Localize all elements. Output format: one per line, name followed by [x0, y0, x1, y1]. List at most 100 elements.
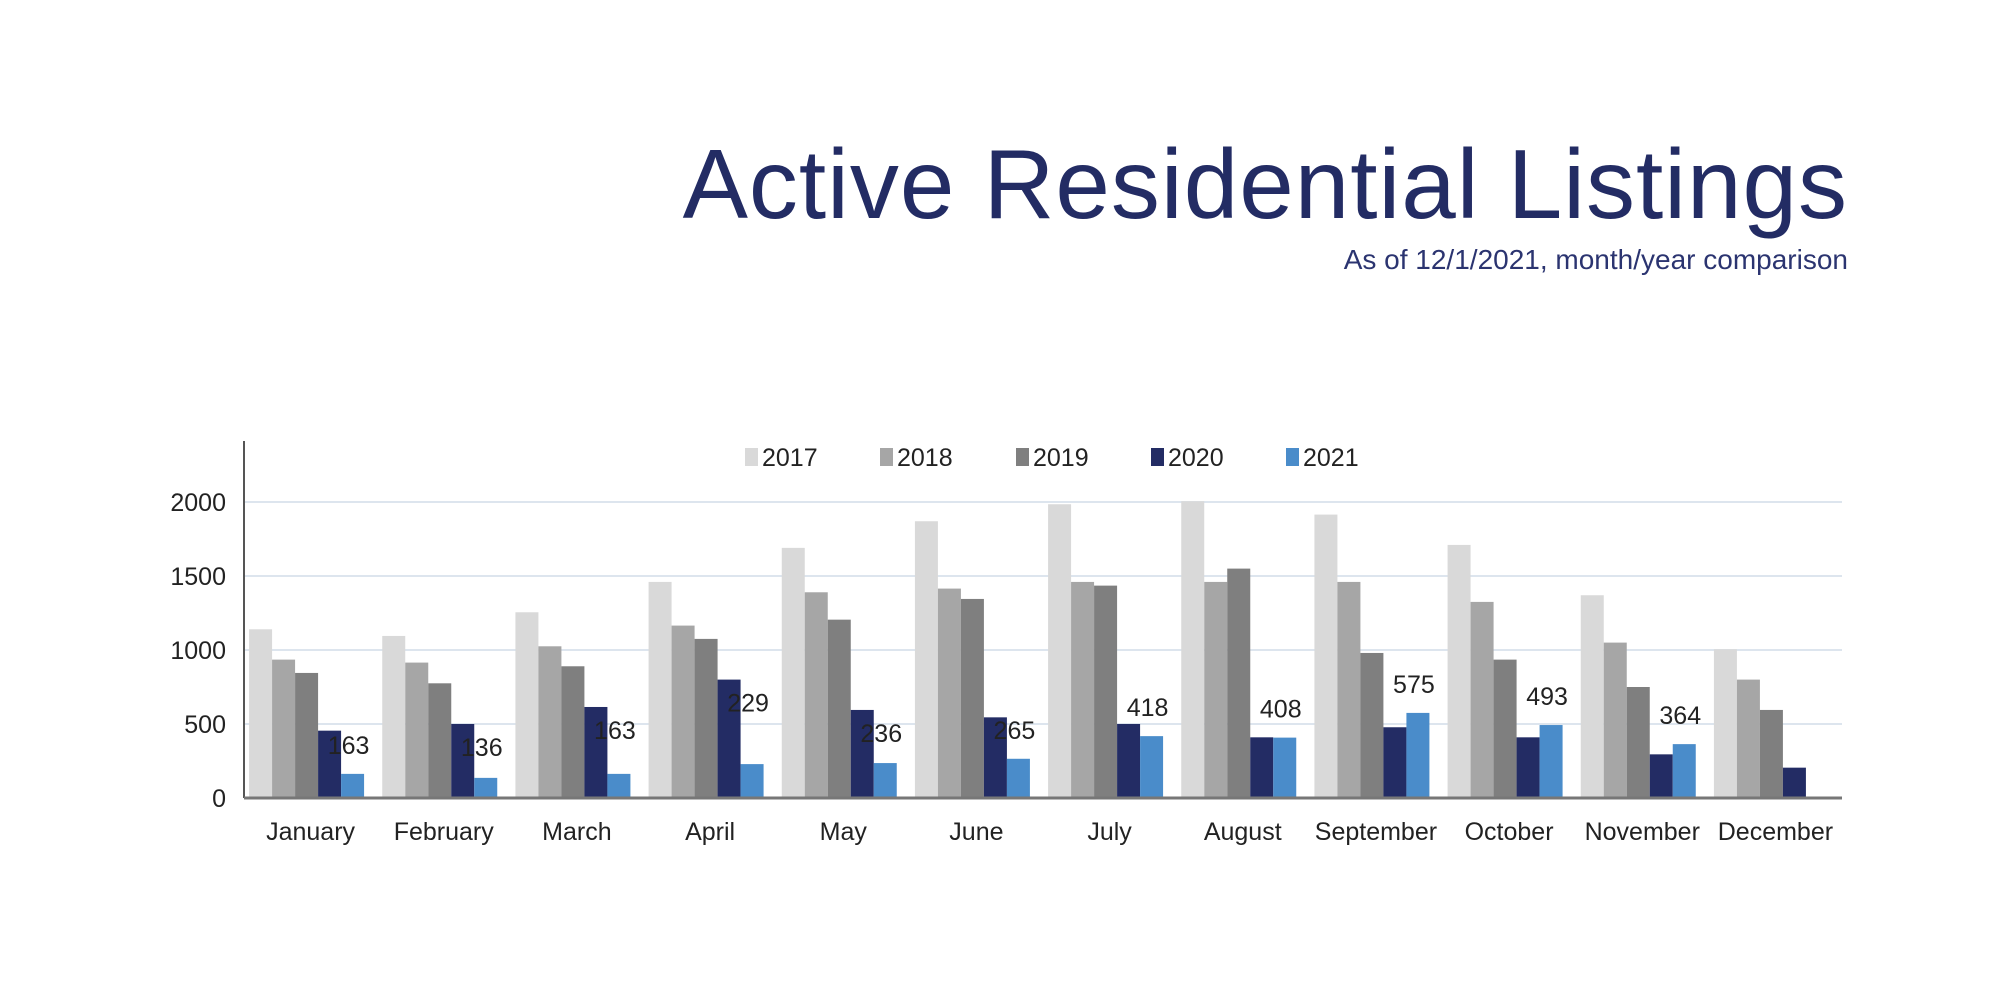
bar-2017 [914, 521, 938, 798]
bar-2018 [1603, 642, 1627, 798]
bar-2021 [1273, 737, 1297, 798]
bar-2017 [648, 581, 672, 798]
data-label: 408 [1260, 696, 1302, 724]
bar-2020 [1117, 724, 1141, 798]
bar-2017 [1048, 504, 1072, 798]
x-tick-label: March [542, 818, 611, 846]
bar-2020 [1516, 737, 1540, 798]
x-tick-label: June [949, 818, 1003, 846]
bar-2021 [1406, 712, 1430, 798]
bar-2018 [1736, 679, 1760, 798]
x-tick-label: December [1718, 818, 1833, 846]
bar-2018 [1071, 581, 1095, 798]
data-label: 163 [328, 732, 370, 760]
bar-2019 [1360, 652, 1384, 798]
bar-2019 [1493, 659, 1517, 798]
bar-2019 [561, 666, 585, 798]
bar-2017 [249, 629, 273, 798]
bar-2021 [1539, 725, 1563, 798]
data-label: 229 [727, 690, 769, 718]
bar-2021 [1140, 736, 1164, 798]
bar-2017 [1713, 649, 1737, 798]
bar-2018 [1337, 581, 1361, 798]
bar-2020 [318, 730, 342, 798]
bar-2018 [405, 662, 429, 798]
bar-2018 [1470, 601, 1494, 798]
chart-title: Active Residential Listings [682, 129, 1848, 239]
data-label: 163 [594, 717, 636, 745]
bar-2020 [1250, 737, 1274, 798]
y-tick-label: 2000 [170, 489, 226, 517]
bar-2019 [1626, 687, 1650, 798]
legend-swatch-2020 [1151, 448, 1164, 466]
bar-2018 [272, 659, 296, 798]
x-tick-label: February [394, 818, 495, 846]
data-label: 265 [994, 717, 1036, 745]
bar-2019 [295, 672, 319, 798]
bar-2018 [804, 592, 828, 798]
bar-2020 [983, 717, 1007, 798]
bar-2018 [538, 646, 562, 798]
x-tick-label: January [266, 818, 355, 846]
x-tick-label: April [685, 818, 735, 846]
bar-2019 [1094, 585, 1118, 798]
legend-label: 2017 [762, 444, 818, 472]
y-tick-label: 0 [212, 785, 226, 813]
bar-2019 [694, 638, 718, 798]
bar-2017 [515, 612, 539, 798]
legend-label: 2018 [897, 444, 953, 472]
bar-2018 [671, 625, 695, 798]
bar-2017 [1314, 514, 1338, 798]
legend-swatch-2018 [880, 448, 893, 466]
bar-2020 [451, 724, 475, 798]
legend-label: 2019 [1033, 444, 1089, 472]
bar-2019 [428, 683, 452, 798]
x-tick-label: October [1465, 818, 1554, 846]
x-tick-label: July [1087, 818, 1132, 846]
bar-2020 [717, 679, 741, 798]
bar-2020 [850, 709, 874, 798]
data-label: 364 [1659, 702, 1701, 730]
legend-swatch-2019 [1016, 448, 1029, 466]
bar-2018 [937, 588, 961, 798]
bar-2017 [382, 635, 406, 798]
bar-2017 [1447, 544, 1471, 798]
chart-subtitle: As of 12/1/2021, month/year comparison [1343, 244, 1848, 275]
bar-2021 [607, 773, 631, 798]
x-tick-label: May [820, 818, 868, 846]
bar-2021 [474, 777, 498, 798]
data-label: 418 [1127, 694, 1169, 722]
x-tick-label: November [1585, 818, 1700, 846]
bar-2021 [341, 773, 365, 798]
bar-2017 [781, 547, 805, 798]
legend-label: 2021 [1303, 444, 1359, 472]
data-label: 575 [1393, 671, 1435, 699]
bar-2017 [1580, 595, 1604, 798]
bar-2019 [1227, 568, 1251, 798]
legend-label: 2020 [1168, 444, 1224, 472]
data-label: 493 [1526, 683, 1568, 711]
data-label: 136 [461, 734, 503, 762]
bar-2019 [1759, 709, 1783, 798]
bar-2017 [1181, 501, 1205, 798]
bar-2020 [1649, 754, 1673, 798]
bar-2019 [960, 598, 984, 798]
x-tick-label: August [1204, 818, 1282, 846]
bar-2020 [1383, 727, 1407, 798]
y-tick-label: 1500 [170, 563, 226, 591]
bar-2021 [1672, 744, 1696, 798]
bar-2019 [827, 619, 851, 798]
bar-2021 [740, 764, 764, 798]
legend-swatch-2017 [745, 448, 758, 466]
y-tick-label: 1000 [170, 637, 226, 665]
y-tick-label: 500 [184, 711, 226, 739]
bar-2021 [1006, 758, 1030, 798]
bar-2020 [1782, 767, 1806, 798]
data-label: 236 [860, 720, 902, 748]
bar-2021 [873, 763, 897, 798]
bar-2018 [1204, 581, 1228, 798]
legend-swatch-2021 [1286, 448, 1299, 466]
bar-2020 [584, 706, 608, 798]
x-tick-label: September [1315, 818, 1437, 846]
